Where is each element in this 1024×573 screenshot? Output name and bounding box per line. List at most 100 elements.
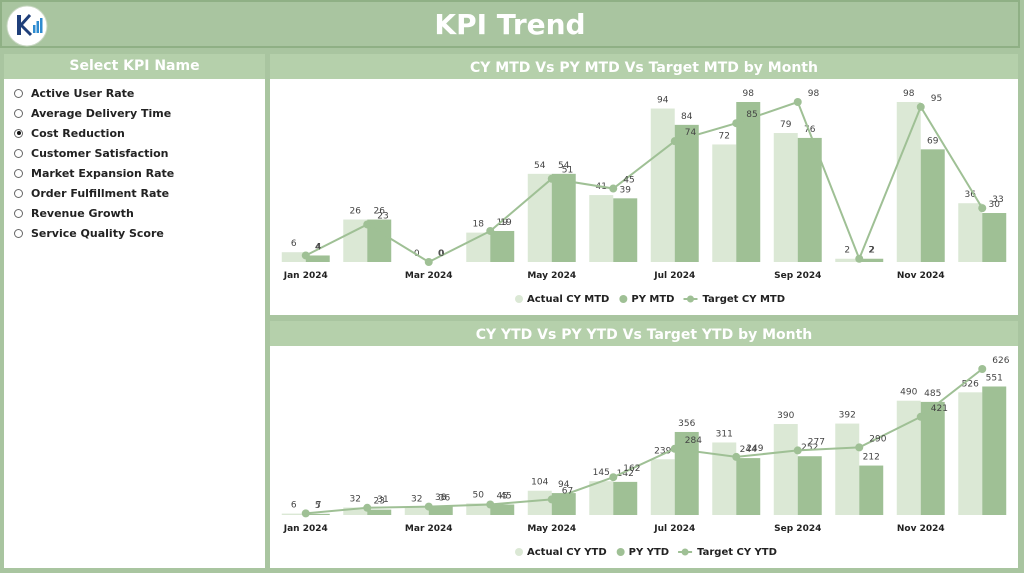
line-point: [670, 137, 679, 146]
slicer-option[interactable]: Active User Rate: [14, 83, 265, 103]
line-point: [793, 98, 802, 106]
slicer-option[interactable]: Market Expansion Rate: [14, 163, 265, 183]
bar: [797, 137, 822, 262]
radio-button[interactable]: [14, 208, 23, 218]
data-label: 94: [657, 96, 669, 106]
data-label: 67: [562, 486, 573, 496]
line-point: [609, 184, 618, 193]
option-label[interactable]: Average Delivery Time: [31, 106, 172, 120]
logo: [6, 5, 48, 47]
bar: [281, 252, 306, 262]
bar: [674, 431, 699, 515]
data-label: 23: [377, 211, 388, 221]
data-label: 51: [562, 166, 573, 176]
x-tick-label: Jul 2024: [653, 524, 695, 534]
radio-button[interactable]: [14, 88, 23, 98]
slicer-option[interactable]: Cost Reduction: [14, 123, 265, 143]
legend-swatch: [619, 295, 628, 303]
radio-button[interactable]: [14, 188, 23, 198]
bar: [367, 509, 392, 515]
x-tick-label: May 2024: [527, 524, 576, 534]
radio-button[interactable]: [14, 108, 23, 118]
data-label: 98: [743, 89, 755, 99]
data-label: 54: [558, 161, 570, 171]
bar: [490, 230, 515, 262]
data-label: 0: [438, 249, 444, 259]
option-label[interactable]: Active User Rate: [31, 86, 135, 100]
x-tick-label: Jul 2024: [653, 271, 695, 281]
bar: [835, 258, 860, 262]
data-label: 32: [350, 495, 361, 505]
line-point: [301, 509, 310, 518]
data-label: 277: [808, 437, 825, 447]
line-point: [301, 251, 310, 260]
data-label: 6: [291, 239, 297, 249]
radio-button[interactable]: [14, 168, 23, 178]
data-label: 2: [844, 246, 850, 256]
option-label[interactable]: Customer Satisfaction: [31, 146, 169, 160]
option-label[interactable]: Market Expansion Rate: [31, 166, 175, 180]
line-point: [363, 503, 372, 512]
slicer-option[interactable]: Customer Satisfaction: [14, 143, 265, 163]
bar: [712, 442, 737, 515]
bar: [466, 503, 491, 515]
slicer-option[interactable]: Order Fulfillment Rate: [14, 183, 265, 203]
data-label: 50: [473, 490, 485, 500]
data-label: 98: [903, 89, 915, 99]
option-label[interactable]: Order Fulfillment Rate: [31, 186, 170, 200]
data-label: 4: [315, 242, 321, 252]
legend-swatch: [681, 548, 689, 556]
bar: [281, 513, 306, 515]
bar: [712, 144, 737, 262]
data-label: 145: [593, 468, 610, 478]
data-label: 72: [719, 131, 730, 141]
data-label: 485: [924, 389, 941, 399]
radio-button[interactable]: [14, 128, 23, 138]
data-label: 19: [497, 218, 509, 228]
option-label[interactable]: Cost Reduction: [31, 126, 125, 140]
bar: [920, 401, 945, 515]
legend-swatch: [515, 295, 523, 303]
data-label: 95: [931, 94, 942, 104]
option-label[interactable]: Service Quality Score: [31, 226, 164, 240]
line-point: [547, 495, 556, 504]
bar: [428, 506, 453, 515]
slicer-option[interactable]: Revenue Growth: [14, 203, 265, 223]
legend-label: Target CY YTD: [697, 547, 777, 558]
bar: [958, 392, 983, 515]
option-label[interactable]: Revenue Growth: [31, 206, 134, 220]
data-label: 7: [316, 500, 322, 510]
bar: [589, 481, 614, 515]
bar: [773, 133, 798, 262]
legend-label: PY MTD: [631, 294, 674, 305]
bar: [797, 456, 822, 515]
radio-button[interactable]: [14, 148, 23, 158]
chart-title: CY MTD Vs PY MTD Vs Target MTD by Month: [470, 60, 818, 76]
bar: [958, 203, 983, 262]
data-label: 36: [965, 190, 977, 200]
slicer-title: Select KPI Name: [4, 54, 265, 79]
data-label: 39: [620, 185, 632, 195]
data-label: 31: [377, 495, 388, 505]
data-label: 74: [685, 128, 697, 138]
chart: CY YTD Vs PY YTD Vs Target YTD by Month J…: [270, 321, 1018, 558]
data-label: 69: [927, 136, 939, 146]
bar: [551, 173, 576, 262]
bar: [920, 149, 945, 262]
bar: [859, 258, 884, 262]
bar: [343, 219, 368, 262]
data-label: 98: [808, 89, 820, 99]
data-label: 284: [685, 436, 702, 446]
x-tick-label: Jan 2024: [283, 524, 328, 534]
line-point: [424, 258, 433, 266]
bar: [650, 459, 675, 515]
slicer-option[interactable]: Average Delivery Time: [14, 103, 265, 123]
radio-button[interactable]: [14, 228, 23, 238]
slicer-option[interactable]: Service Quality Score: [14, 223, 265, 243]
bar: [404, 507, 429, 515]
line-point: [978, 365, 987, 373]
x-tick-label: Sep 2024: [774, 271, 821, 281]
chart-panel: CY YTD Vs PY YTD Vs Target YTD by Month J…: [270, 321, 1018, 568]
legend-label: PY YTD: [629, 547, 669, 558]
